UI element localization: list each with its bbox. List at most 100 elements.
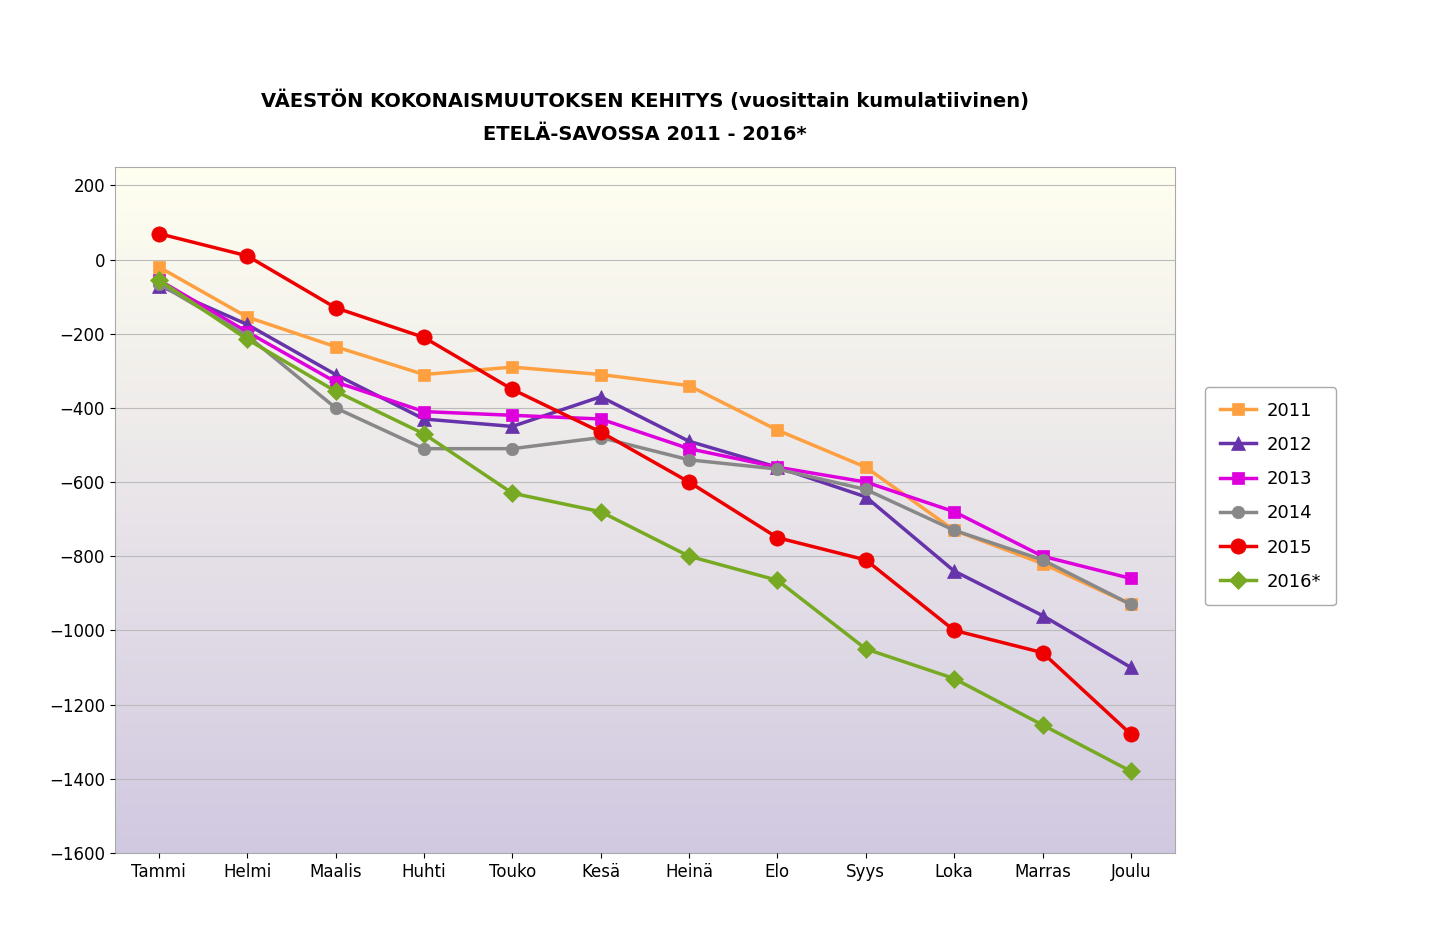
2011 — [1122, 599, 1139, 610]
Bar — [115, 393, 1175, 397]
Bar — [115, 609, 1175, 613]
Bar — [115, 578, 1175, 582]
Bar — [115, 482, 1175, 486]
Bar — [115, 256, 1175, 260]
Bar — [115, 298, 1175, 300]
Bar — [115, 242, 1175, 246]
Bar — [115, 822, 1175, 825]
2015 — [416, 332, 433, 343]
2012 — [592, 391, 609, 402]
Bar — [115, 270, 1175, 273]
Bar — [115, 304, 1175, 308]
Bar — [115, 506, 1175, 510]
Bar — [115, 667, 1175, 671]
Bar — [115, 716, 1175, 719]
Bar — [115, 719, 1175, 722]
Bar — [115, 558, 1175, 561]
Bar — [115, 774, 1175, 778]
Bar — [115, 619, 1175, 623]
2011 — [592, 369, 609, 380]
Bar — [115, 732, 1175, 736]
2013 — [503, 410, 520, 421]
Bar — [115, 572, 1175, 575]
Bar — [115, 451, 1175, 455]
Bar — [115, 596, 1175, 599]
Bar — [115, 476, 1175, 479]
Bar — [115, 641, 1175, 643]
Bar — [115, 352, 1175, 356]
Bar — [115, 235, 1175, 239]
Bar — [115, 671, 1175, 675]
2014 — [768, 464, 785, 475]
Bar — [115, 688, 1175, 692]
Bar — [115, 524, 1175, 527]
2016* — [1033, 719, 1050, 730]
2012 — [681, 436, 698, 447]
Bar — [115, 743, 1175, 746]
Bar — [115, 544, 1175, 548]
Bar — [115, 445, 1175, 448]
Bar — [115, 273, 1175, 276]
Bar — [115, 438, 1175, 441]
Bar — [115, 767, 1175, 770]
2011 — [857, 462, 874, 473]
Line: 2015: 2015 — [152, 226, 1138, 742]
2013 — [768, 462, 785, 473]
Bar — [115, 781, 1175, 784]
Bar — [115, 359, 1175, 362]
Line: 2013: 2013 — [152, 273, 1138, 585]
Bar — [115, 205, 1175, 208]
Bar — [115, 819, 1175, 822]
2011 — [503, 362, 520, 373]
2011 — [1033, 558, 1050, 569]
Bar — [115, 603, 1175, 606]
Bar — [115, 465, 1175, 469]
Bar — [115, 592, 1175, 596]
2014 — [946, 525, 963, 536]
Bar — [115, 633, 1175, 637]
Bar — [115, 756, 1175, 760]
Bar — [115, 338, 1175, 342]
Bar — [115, 431, 1175, 435]
Bar — [115, 229, 1175, 232]
Bar — [115, 496, 1175, 500]
2016* — [592, 506, 609, 517]
2016* — [857, 643, 874, 654]
Bar — [115, 349, 1175, 352]
Bar — [115, 427, 1175, 431]
2014 — [416, 443, 433, 454]
2014 — [503, 443, 520, 454]
2011 — [327, 341, 344, 352]
Bar — [115, 324, 1175, 328]
Bar — [115, 788, 1175, 791]
Bar — [115, 397, 1175, 400]
Text: ETELÄ-SAVOSSA 2011 - 2016*: ETELÄ-SAVOSSA 2011 - 2016* — [483, 125, 807, 144]
2013 — [681, 443, 698, 454]
Bar — [115, 712, 1175, 716]
2013 — [946, 506, 963, 517]
2014 — [681, 454, 698, 465]
Bar — [115, 538, 1175, 540]
Bar — [115, 400, 1175, 403]
Bar — [115, 585, 1175, 589]
Bar — [115, 425, 1175, 427]
Bar — [115, 661, 1175, 664]
Bar — [115, 730, 1175, 732]
Bar — [115, 362, 1175, 366]
Bar — [115, 643, 1175, 647]
Bar — [115, 575, 1175, 578]
Bar — [115, 389, 1175, 393]
Bar — [115, 630, 1175, 633]
Bar — [115, 548, 1175, 551]
Bar — [115, 215, 1175, 219]
Bar — [115, 369, 1175, 373]
Bar — [115, 249, 1175, 252]
2012 — [768, 462, 785, 473]
2016* — [150, 274, 168, 286]
Bar — [115, 589, 1175, 592]
Bar — [115, 812, 1175, 815]
2015 — [946, 625, 963, 636]
Bar — [115, 647, 1175, 651]
Bar — [115, 356, 1175, 359]
Bar — [115, 294, 1175, 298]
